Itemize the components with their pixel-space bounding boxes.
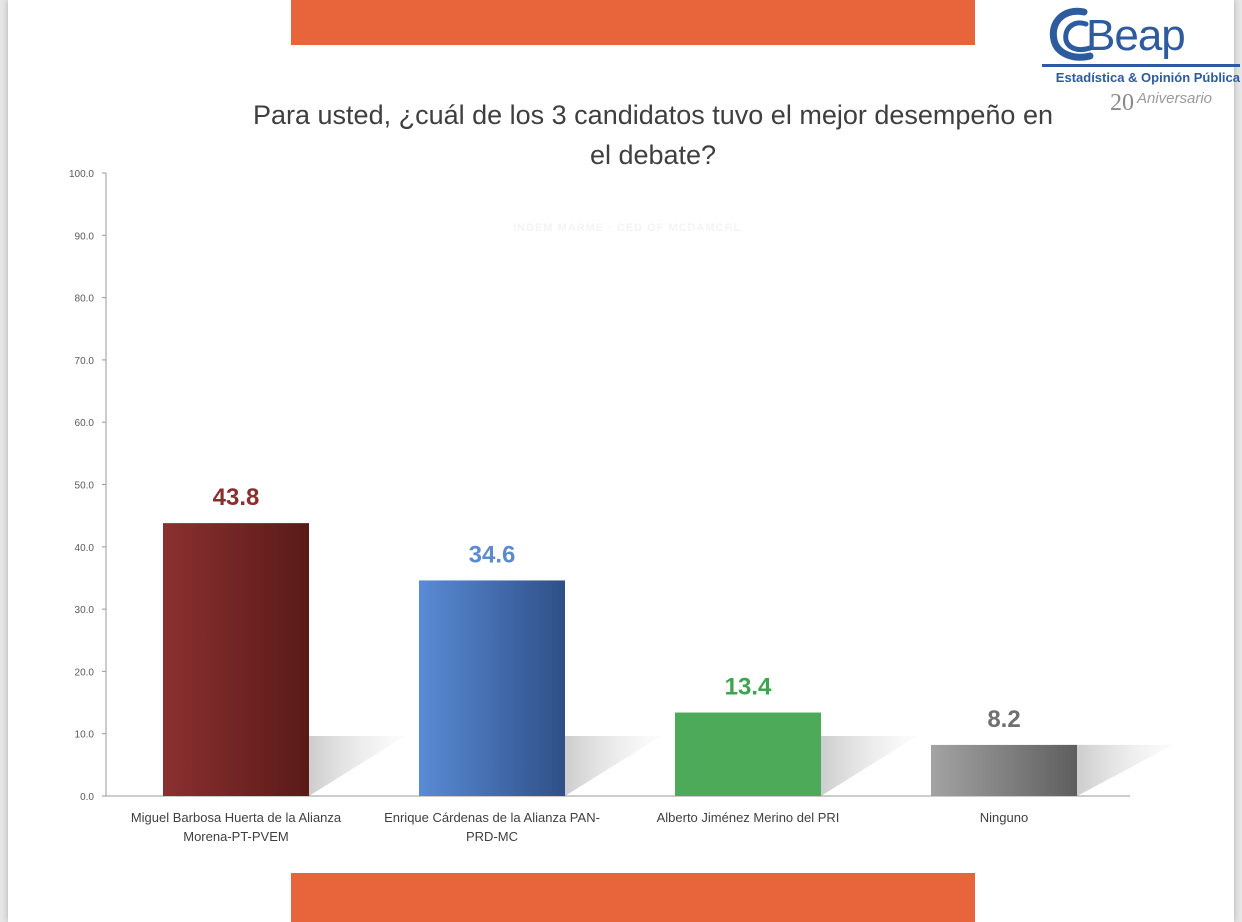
bar-shadow: [279, 736, 405, 796]
y-tick-label: 70.0: [75, 356, 95, 367]
y-tick-label: 60.0: [75, 418, 95, 429]
y-tick-label: 40.0: [75, 543, 95, 554]
x-tick-label-line: Morena-PT-PVEM: [183, 829, 289, 844]
x-tick-label-line: Alberto Jiménez Merino del PRI: [656, 810, 840, 825]
anniversary-text: Aniversario: [1137, 90, 1213, 107]
x-tick-label-line: Enrique Cárdenas de la Alianza PAN-: [384, 810, 600, 825]
x-tick-label: Enrique Cárdenas de la Alianza PAN- PRD-M…: [362, 808, 622, 846]
y-tick-label: 90.0: [75, 231, 95, 242]
y-tick-label: 10.0: [75, 730, 95, 741]
logo-divider: [1042, 64, 1240, 67]
x-tick-label-line: Miguel Barbosa Huerta de la Alianza: [130, 810, 342, 825]
y-tick-label: 50.0: [75, 481, 95, 492]
x-tick-label: Ninguno: [874, 808, 1134, 827]
bar-shadow: [791, 736, 917, 796]
x-tick-label: Miguel Barbosa Huerta de la Alianza Moren…: [106, 808, 366, 846]
chart-title: Para usted, ¿cuál de los 3 candidatos tu…: [203, 95, 1103, 175]
bar: [675, 712, 821, 796]
logo-subtitle: Estadística & Opinión Pública: [1055, 70, 1240, 85]
faint-watermark: INDEM MARME · CED OF MCDAMCRL: [513, 222, 742, 234]
y-tick-label: 0.0: [80, 792, 94, 803]
y-tick-label: 30.0: [75, 605, 95, 616]
bar-shadow: [535, 736, 661, 796]
y-tick-label: 80.0: [75, 294, 95, 305]
anniversary-number: 20: [1110, 90, 1134, 116]
x-tick-label-line: PRD-MC: [466, 829, 518, 844]
x-tick-label: Alberto Jiménez Merino del PRI: [618, 808, 878, 827]
bar: [163, 523, 309, 796]
logo-word: Beap: [1086, 11, 1186, 60]
beap-logo: Beap Estadística & Opinión Pública 20 Ani…: [1036, 4, 1242, 116]
x-tick-label-line: Ninguno: [979, 810, 1029, 825]
top-orange-band: [291, 0, 975, 45]
bar-value-label: 8.2: [987, 706, 1020, 733]
bar-value-label: 34.6: [469, 541, 516, 568]
bar: [419, 580, 565, 796]
logo-anniversary: 20 Aniversario: [1110, 90, 1212, 117]
bar-shadow: [1047, 744, 1173, 796]
bar-value-label: 13.4: [725, 674, 772, 701]
bar-value-label: 43.8: [213, 484, 260, 511]
y-tick-label: 20.0: [75, 667, 95, 678]
bottom-orange-band: [291, 873, 975, 922]
chart-title-line-2: el debate?: [589, 140, 717, 170]
chart-title-line-1: Para usted, ¿cuál de los 3 candidatos tu…: [253, 100, 1053, 130]
y-tick-label: 100.0: [69, 169, 94, 180]
beap-swirl-icon: [1049, 7, 1094, 61]
bar: [931, 744, 1077, 796]
